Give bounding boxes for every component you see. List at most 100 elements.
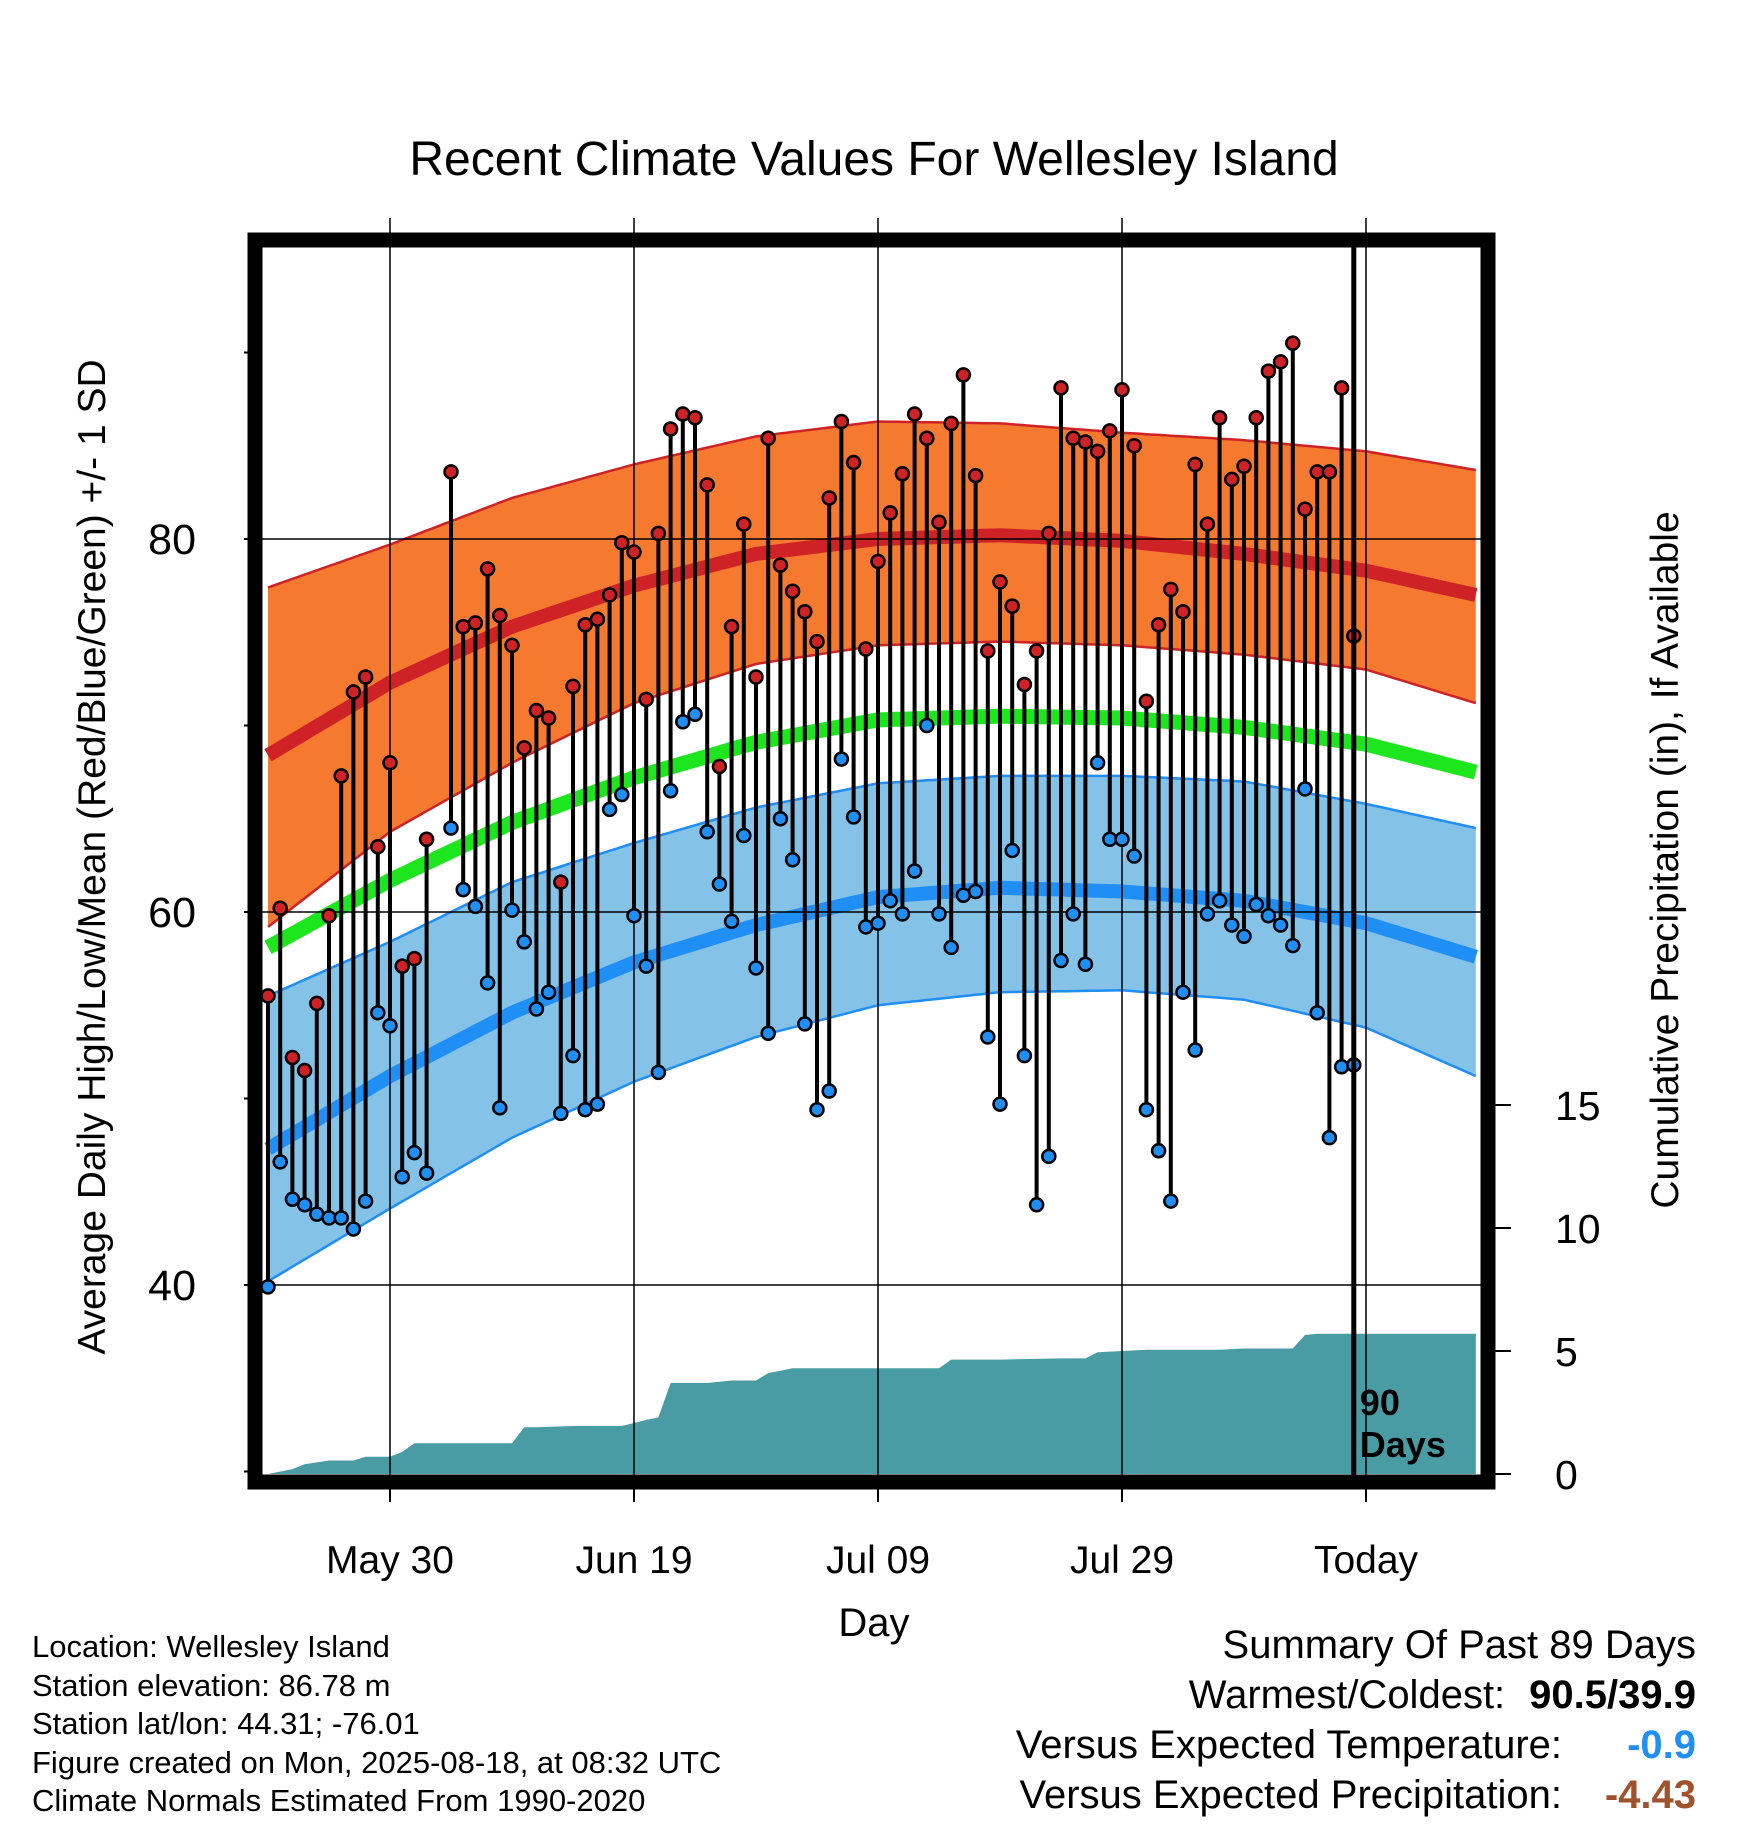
observed-low-point bbox=[1260, 907, 1277, 924]
observed-high-point bbox=[821, 490, 837, 506]
y-tick-label: 40 bbox=[148, 1262, 196, 1310]
observed-low-point bbox=[784, 852, 801, 868]
y2-tick-label: 0 bbox=[1555, 1452, 1578, 1498]
x-tick-label: Jul 09 bbox=[826, 1539, 930, 1582]
low-sd-lower-line bbox=[267, 989, 1477, 1283]
observed-low-point bbox=[638, 958, 654, 974]
observed-high-point bbox=[1028, 643, 1045, 659]
observed-low-point bbox=[1004, 842, 1020, 859]
observed-high-point bbox=[589, 611, 606, 627]
x-axis-label: Day bbox=[838, 1601, 909, 1645]
observed-high-point bbox=[980, 643, 996, 659]
observed-low-point bbox=[650, 1064, 667, 1081]
observed-high-point bbox=[1297, 501, 1313, 517]
station-elevation: Station elevation: 86.78 m bbox=[32, 1667, 391, 1703]
plot-frame bbox=[247, 232, 1496, 1490]
normal-low-line bbox=[264, 880, 1478, 1155]
observed-low-point bbox=[1297, 781, 1313, 797]
observed-low-point bbox=[467, 898, 484, 915]
observed-high-point bbox=[687, 410, 703, 426]
observed-high-point bbox=[614, 534, 630, 551]
today-annotation-number: 90 bbox=[1360, 1382, 1400, 1423]
observed-high-point bbox=[894, 465, 911, 482]
observed-high-point bbox=[699, 477, 715, 493]
observed-high-point bbox=[309, 995, 325, 1012]
observed-low-point bbox=[809, 1101, 825, 1118]
observed-low-point bbox=[1163, 1193, 1179, 1209]
observed-low-point bbox=[528, 1001, 545, 1017]
figure-created: Figure created on Mon, 2025-08-18, at 08… bbox=[32, 1744, 722, 1780]
observed-high-point bbox=[394, 958, 410, 974]
summary-panel: Summary Of Past 89 Days Warmest/Coldest:… bbox=[1016, 1620, 1696, 1820]
today-annotation-days: Days bbox=[1360, 1424, 1446, 1465]
observed-low-point bbox=[1211, 893, 1228, 909]
observed-high-point bbox=[1224, 471, 1240, 488]
x-tick-label: Today bbox=[1314, 1539, 1419, 1582]
observed-high-point bbox=[723, 618, 740, 635]
warm-cold-value: 90.5/39.9 bbox=[1529, 1673, 1696, 1717]
observed-high-point bbox=[1150, 617, 1167, 633]
observed-high-point bbox=[1138, 693, 1155, 710]
observed-high-point bbox=[1333, 380, 1350, 396]
observed-low-point bbox=[1089, 755, 1106, 771]
observed-low-point bbox=[1041, 1148, 1057, 1165]
observed-high-point bbox=[540, 710, 557, 726]
observed-high-point bbox=[1260, 363, 1277, 379]
observed-high-point bbox=[528, 702, 545, 719]
temp-departure-label: Versus Expected Temperature: bbox=[1015, 1723, 1562, 1767]
observed-high-point bbox=[772, 557, 789, 573]
observed-low-point bbox=[845, 809, 862, 825]
y2-tick-label: 5 bbox=[1555, 1329, 1578, 1375]
observed-high-point bbox=[650, 525, 667, 542]
observed-low-point bbox=[479, 975, 496, 991]
observed-high-point bbox=[492, 607, 508, 624]
observed-low-point bbox=[943, 939, 959, 956]
observed-low-point bbox=[1248, 896, 1264, 913]
observed-low-point bbox=[1138, 1101, 1155, 1118]
chart-title: Recent Climate Values For Wellesley Isla… bbox=[409, 133, 1338, 186]
observed-low-point bbox=[1065, 906, 1081, 922]
observed-high-point bbox=[711, 758, 728, 775]
precip-area bbox=[268, 1333, 1476, 1474]
observed-low-point bbox=[504, 902, 520, 918]
observed-low-point bbox=[370, 1004, 386, 1021]
observed-low-point bbox=[1285, 937, 1301, 954]
observed-low-point bbox=[418, 1165, 435, 1181]
x-tick-label: Jul 29 bbox=[1070, 1539, 1174, 1582]
observed-high-point bbox=[406, 950, 423, 967]
observed-high-point bbox=[504, 637, 520, 654]
observed-low-point bbox=[1028, 1197, 1045, 1213]
observed-low-point bbox=[357, 1193, 374, 1209]
observed-high-point bbox=[516, 740, 532, 756]
observed-low-point bbox=[614, 786, 630, 803]
observed-high-point bbox=[760, 430, 776, 447]
observed-low-point bbox=[980, 1029, 996, 1045]
observed-high-point bbox=[1321, 464, 1338, 480]
observed-low-point bbox=[455, 881, 471, 898]
observed-high-point bbox=[626, 544, 642, 560]
observed-high-point bbox=[333, 768, 349, 784]
observed-low-point bbox=[553, 1105, 569, 1122]
observed-low-point bbox=[345, 1221, 362, 1237]
observed-high-point bbox=[321, 907, 337, 924]
observed-high-point bbox=[296, 1062, 313, 1079]
observed-low-point bbox=[992, 1096, 1008, 1112]
observed-high-point bbox=[1016, 676, 1033, 693]
observed-high-point bbox=[931, 514, 947, 530]
observed-low-point bbox=[882, 893, 898, 909]
observed-high-point bbox=[1053, 380, 1069, 396]
observed-low-point bbox=[870, 915, 886, 931]
y2-tick-label: 15 bbox=[1555, 1083, 1601, 1129]
y-tick-label: 60 bbox=[148, 889, 196, 937]
observed-low-point bbox=[894, 906, 911, 922]
observed-high-point bbox=[577, 617, 593, 633]
observed-high-point bbox=[662, 421, 679, 437]
summary-title: Summary Of Past 89 Days bbox=[1222, 1623, 1696, 1667]
observed-low-point bbox=[1077, 956, 1094, 972]
observed-high-point bbox=[1175, 603, 1191, 620]
observed-high-point bbox=[1211, 410, 1228, 426]
observed-high-point bbox=[1114, 382, 1130, 398]
observed-high-point bbox=[565, 678, 581, 695]
